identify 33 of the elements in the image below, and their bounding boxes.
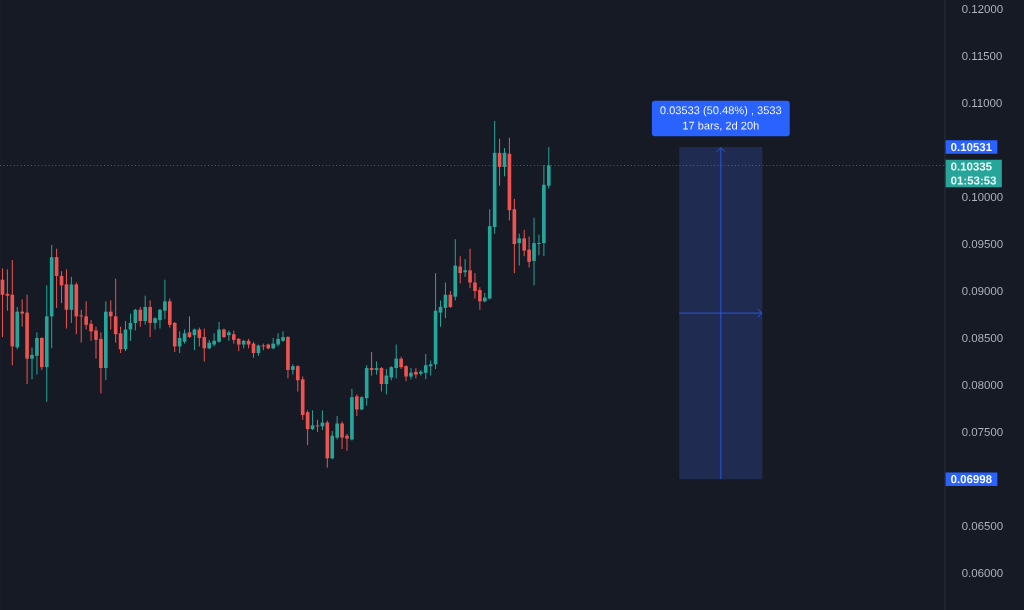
candlestick <box>108 299 113 331</box>
candlestick <box>517 233 522 267</box>
y-tick-label: 0.11500 <box>962 51 1002 61</box>
candlestick <box>202 328 207 362</box>
candlestick <box>423 353 428 380</box>
candlestick <box>463 258 467 278</box>
y-tick-label: 0.10000 <box>962 192 1003 202</box>
annotation: 0.03533 (50.48%) , 3533 <box>660 106 782 117</box>
y-tick-label: 0.08500 <box>962 333 1003 343</box>
y-tick-label: 0.07500 <box>962 427 1003 437</box>
candlestick <box>227 329 231 342</box>
candlestick <box>143 295 148 326</box>
candlestick <box>468 248 472 289</box>
candlestick <box>315 419 320 433</box>
y-tick-label: 0.11000 <box>962 98 1002 108</box>
y-tick-label: 0.09500 <box>962 239 1003 249</box>
candlestick <box>409 367 413 380</box>
y-tick-label: 0.08000 <box>962 380 1003 390</box>
candlestick <box>291 363 295 376</box>
candlestick <box>458 255 463 284</box>
y-tick-label: 0.06500 <box>962 521 1003 531</box>
candlestick <box>414 367 418 379</box>
text: 0.06998 <box>951 475 992 484</box>
candlestick <box>138 306 143 328</box>
annotation: 17 bars, 2d 20h <box>683 121 759 131</box>
candlestick <box>355 393 359 417</box>
candlestick <box>148 299 152 338</box>
ref-line-label: 0.10335 <box>951 162 992 171</box>
y-tick-label: 0.06000 <box>962 568 1003 577</box>
y-tick-label: 0.12000 <box>962 4 1003 14</box>
text: 01:53:53 <box>951 176 997 185</box>
text: 0.10531 <box>951 143 992 152</box>
y-tick-label: 0.09000 <box>962 286 1003 296</box>
